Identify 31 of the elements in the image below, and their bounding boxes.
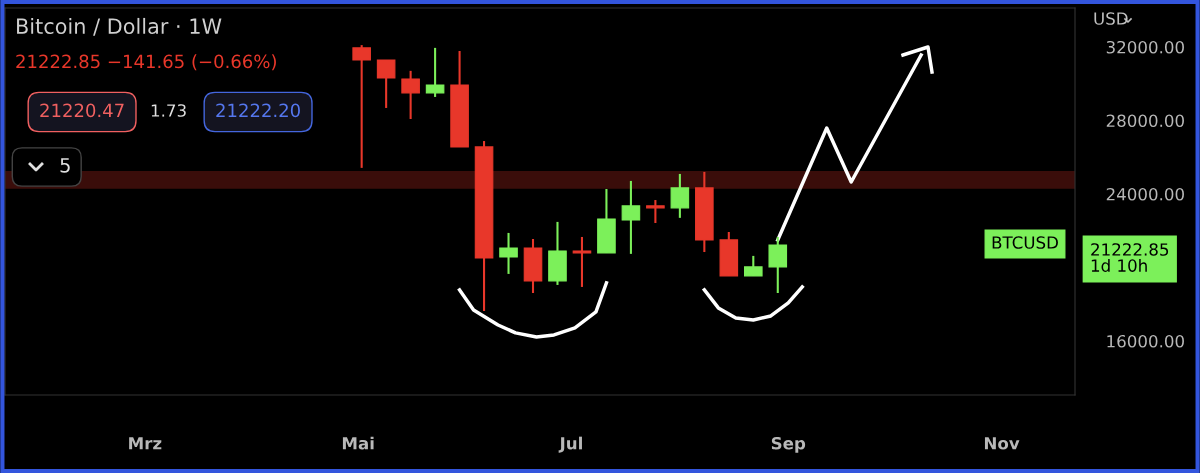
candlestick [646,198,665,225]
y-tick-label: 32000.00 [1106,40,1184,54]
y-tick-label: 24000.00 [1106,187,1184,201]
candlestick [401,69,420,121]
line-series [702,285,804,322]
annotation: 1.73 [151,104,186,117]
x-tick-label: Mai [342,436,374,450]
candlestick [768,235,788,295]
chart-title: Bitcoin / Dollar · 1W [17,17,222,36]
y-tick-label: 16000.00 [1107,334,1184,348]
line-series [457,281,609,339]
x-tick-label: Jul [558,436,582,453]
candlestick [376,58,396,110]
text: 21222.85 1d 10h [1091,243,1169,272]
annotation: BTCUSD [992,236,1058,249]
candlestick [499,231,518,275]
y-tick-label: 28000.00 [1106,114,1184,128]
candlestick [670,172,690,219]
candlestick [572,235,592,288]
annotation: 21222.20 [216,103,300,118]
x-tick-label: Mrz [129,437,162,450]
candlestick [744,254,763,277]
annotation: 5 [60,158,70,173]
candlestick [621,179,641,255]
annotation: 21222.85 −141.65 (−0.66%) [16,54,276,71]
candlestick [425,46,445,98]
text: USD [1094,12,1128,25]
x-tick-label: Nov [984,437,1020,450]
candlestick [352,44,371,169]
x-tick-label: Sep [771,436,806,453]
annotation: 21220.47 [40,103,124,118]
